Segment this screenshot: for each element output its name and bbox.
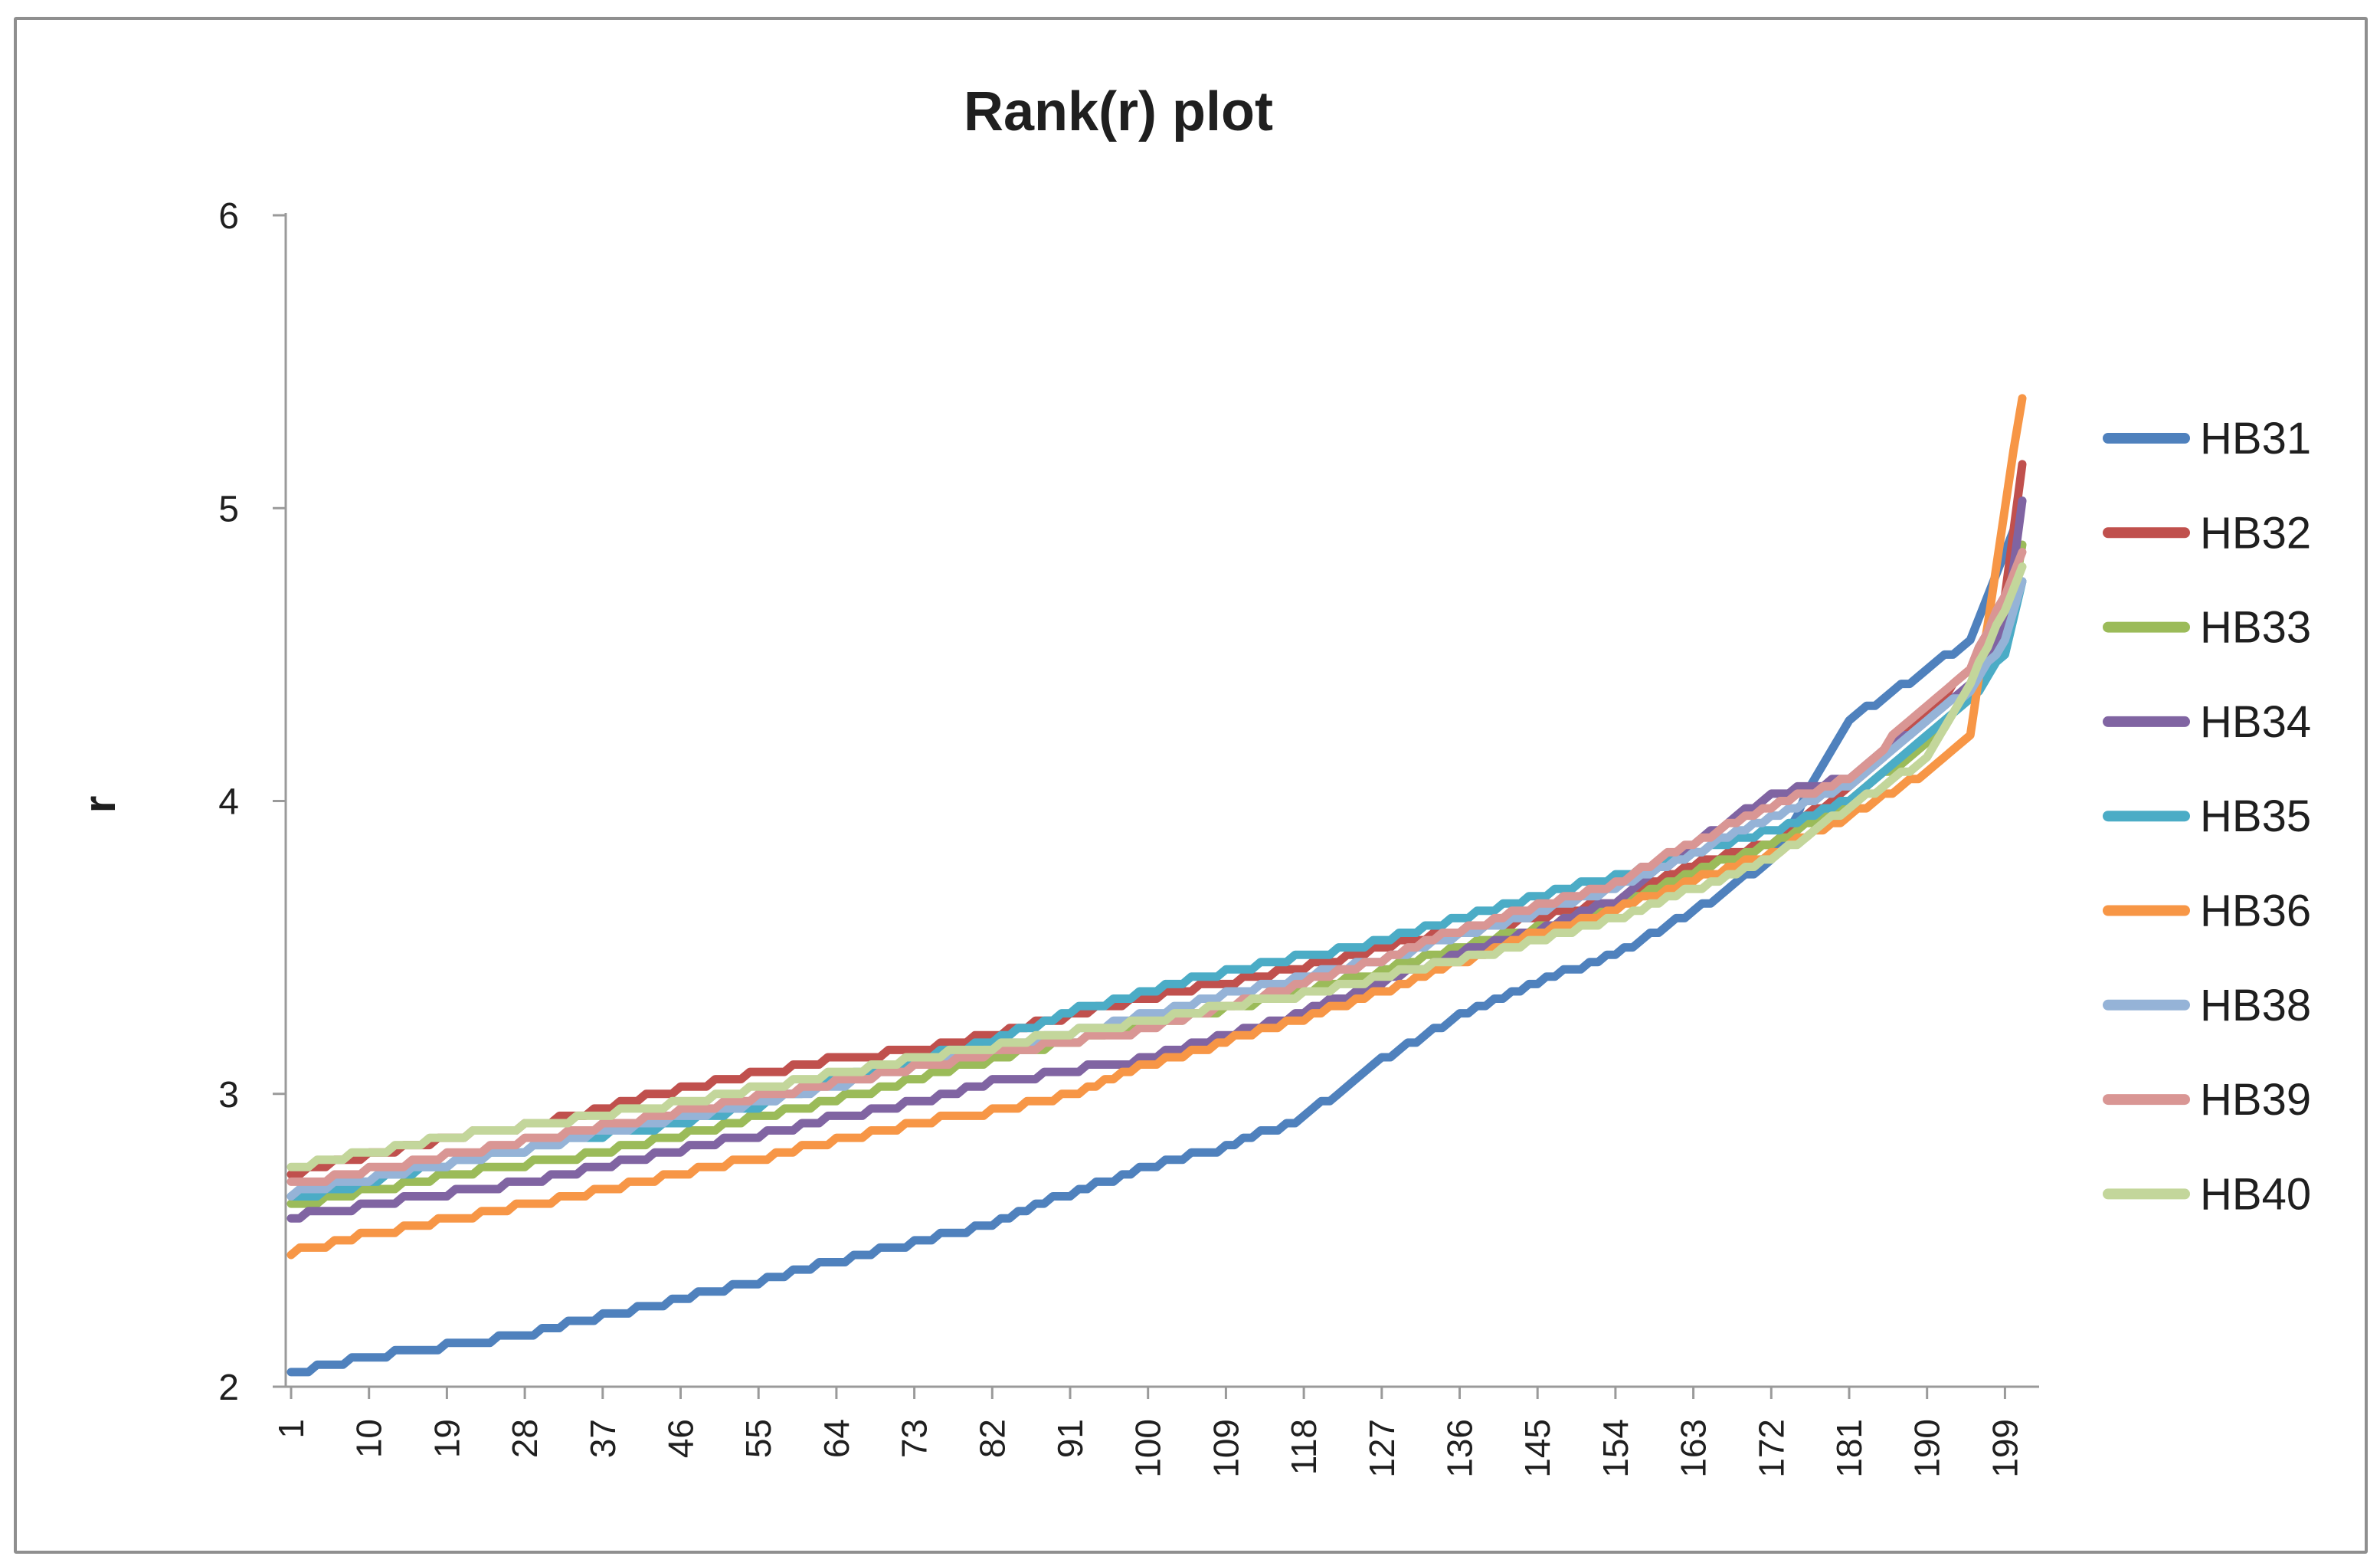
x-tick-label: 100 [1128,1419,1168,1478]
legend-item-hb31: HB31 [2103,414,2311,464]
legend-item-hb39: HB39 [2103,1075,2311,1125]
y-tick-label: 2 [218,1368,239,1408]
legend-item-hb38: HB38 [2103,981,2311,1030]
y-tick-label: 3 [218,1075,239,1116]
x-tick-label: 154 [1596,1419,1635,1478]
x-tick-label: 181 [1829,1419,1869,1478]
x-tick-label: 19 [427,1419,467,1458]
x-tick-label: 199 [1985,1419,2025,1478]
legend-label: HB32 [2200,508,2311,558]
x-tick-label: 10 [349,1419,389,1458]
x-tick-label: 64 [817,1419,856,1458]
x-tick-label: 109 [1206,1419,1246,1478]
chart-title: Rank(r) plot [964,81,1273,143]
y-tick-label: 4 [218,782,239,823]
chart-border [14,17,2368,1554]
x-tick-label: 172 [1751,1419,1791,1478]
series-line-hb36 [286,394,2027,1260]
x-tick-label: 163 [1674,1419,1714,1478]
legend-label: HB33 [2200,603,2311,653]
legend-item-hb33: HB33 [2103,603,2311,653]
legend-label: HB34 [2200,697,2311,747]
x-tick-label: 91 [1050,1419,1090,1458]
series-line-hb31 [286,496,2027,1377]
x-tick-label: 190 [1907,1419,1947,1478]
legend-label: HB31 [2200,414,2311,464]
legend-item-hb32: HB32 [2103,508,2311,558]
legend-label: HB36 [2200,886,2311,936]
x-tick-label: 145 [1517,1419,1557,1478]
y-tick-label: 6 [218,196,239,237]
x-tick-label: 73 [895,1419,935,1458]
x-axis-ticks: 1 10 19 28 37 46 55 64 73 82 91 100 109 118 127 136 145 1… [271,1387,2025,1478]
y-tick-label: 5 [218,489,239,529]
legend-label: HB35 [2200,791,2311,841]
y-axis-ticks: 2 3 4 5 6 [218,196,286,1408]
x-tick-label: 55 [738,1419,778,1458]
series-line-hb35 [286,577,2027,1201]
series-line-hb40 [286,562,2027,1171]
x-tick-label: 82 [972,1419,1012,1458]
legend-item-hb40: HB40 [2103,1169,2311,1219]
x-tick-label: 28 [505,1419,545,1458]
x-tick-label: 37 [583,1419,623,1458]
x-tick-label: 127 [1362,1419,1402,1478]
series-line-hb38 [286,577,2027,1201]
legend-label: HB39 [2200,1075,2311,1125]
legend-item-hb35: HB35 [2103,791,2311,841]
series-line-hb33 [286,540,2027,1208]
x-tick-label: 136 [1440,1419,1480,1478]
series-lines [286,394,2027,1377]
legend: HB31 HB32 HB33 HB34 HB35 HB36 HB38 HB39 HB40 [2103,414,2311,1219]
series-line-hb39 [286,548,2027,1186]
x-tick-label: 1 [271,1419,311,1439]
x-tick-label: 46 [661,1419,701,1458]
legend-label: HB40 [2200,1169,2311,1219]
legend-label: HB38 [2200,981,2311,1030]
x-tick-label: 118 [1284,1419,1324,1475]
legend-item-hb36: HB36 [2103,886,2311,936]
legend-item-hb34: HB34 [2103,697,2311,747]
y-axis-title: r [75,796,125,814]
series-line-hb34 [286,496,2027,1223]
